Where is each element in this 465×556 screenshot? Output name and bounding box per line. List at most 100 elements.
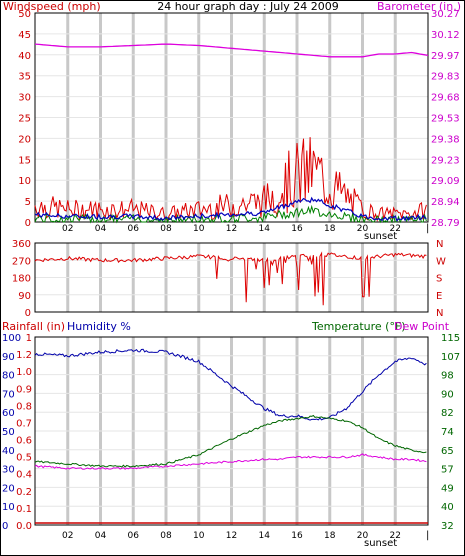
temperature-tick-label: 32 (441, 521, 454, 532)
top-right-ticks: 30.27 30.12 29.97 29.83 29.68 29.53 29.38 29.23… (431, 9, 460, 229)
windspeed-tick-label: 5 (25, 197, 31, 208)
top-x-ticks: 02 04 06 08 10 12 14 16 18 20 22 (62, 224, 401, 234)
barometer-tick-label: 28.94 (431, 197, 460, 208)
temperature-tick-label: 65 (441, 446, 454, 457)
barometer-tick-label: 29.38 (431, 134, 460, 145)
mid-plot-frame (34, 242, 429, 313)
bottom-grid (35, 337, 428, 525)
humidity-tick-label: 60 (2, 408, 15, 419)
x-tick-label: 16 (291, 224, 303, 234)
x-tick-label: 04 (95, 224, 107, 234)
rainfall-tick-label: 0.7 (16, 418, 32, 429)
x-tick-label: 02 (62, 224, 73, 234)
compass-tick-label: W (436, 256, 446, 267)
compass-tick-label: N (436, 239, 443, 250)
barometer-tick-label: 29.09 (431, 176, 460, 187)
chart-title: 24 hour graph day : July 24 2009 (157, 0, 339, 13)
barometer-tick-label: 29.97 (431, 51, 460, 62)
windspeed-tick-label: 50 (18, 9, 31, 20)
top-plot-frame (34, 12, 429, 223)
x-tick-label: 10 (193, 224, 205, 234)
x-tick-label: 18 (324, 531, 336, 541)
bottom-right-ticks: 115 107 98 90 82 74 65 57 49 40 32 (441, 333, 460, 532)
top-sunset-label: sunset (364, 231, 397, 242)
windspeed-axis-label: Windspeed (mph) (3, 0, 101, 13)
humidity-tick-label: 80 (2, 371, 15, 382)
barometer-tick-label: 29.53 (431, 114, 460, 125)
direction-tick-label: 360 (12, 239, 31, 250)
compass-tick-label: E (436, 291, 442, 302)
humidity-tick-label: 40 (2, 446, 15, 457)
humidity-tick-label: 100 (2, 333, 21, 344)
temperature-axis-label: Temperature (°F) (311, 320, 406, 333)
windspeed-tick-label: 45 (18, 30, 31, 41)
temperature-tick-label: 40 (441, 502, 454, 513)
windspeed-tick-label: 10 (18, 176, 31, 187)
rainfall-tick-label: 0.1 (16, 504, 32, 515)
humidity-tick-label: 50 (2, 427, 15, 438)
direction-tick-label: 270 (12, 256, 31, 267)
windspeed-tick-label: 25 (18, 114, 31, 125)
humidity-tick-label: 10 (2, 502, 15, 513)
humidity-axis-label: Humidity % (67, 320, 131, 333)
rainfall-tick-label: 0.9 (16, 384, 32, 395)
bottom-end-tick: | (426, 530, 429, 541)
rainfall-tick-label: 0.5 (16, 453, 32, 464)
windspeed-gust-line (34, 137, 427, 222)
top-panel: Windspeed (mph) 24 hour graph day : July… (3, 0, 461, 242)
dewpoint-axis-label: Dew Point (394, 320, 450, 333)
barometer-tick-label: 29.83 (431, 72, 460, 83)
bottom-sunset-label: sunset (364, 538, 397, 549)
barometer-axis-label: Barometer (in.) (377, 0, 461, 13)
temperature-tick-label: 90 (441, 389, 454, 400)
compass-tick-label: S (436, 274, 442, 285)
x-tick-label: 22 (390, 224, 401, 234)
rainfall-axis-label: Rainfall (in) (2, 320, 65, 333)
temperature-tick-label: 107 (441, 352, 460, 363)
x-tick-label: 12 (226, 224, 237, 234)
rainfall-tick-label: 0.4 (16, 470, 32, 481)
bottom-rain-ticks: 1 1.2 1.0 0.9 0.8 0.7 0.6 0.5 0.4 0.2 0.1 0.0 (16, 333, 32, 532)
compass-tick-label: N (436, 308, 443, 319)
x-tick-label: 06 (128, 531, 140, 541)
bottom-x-ticks: 02 04 06 08 10 12 14 16 18 20 22 (62, 531, 401, 541)
direction-tick-label: 0 (25, 308, 31, 319)
rainfall-tick-label: 0.0 (16, 521, 32, 532)
mid-left-ticks: 360 270 180 90 0 (12, 239, 31, 319)
humidity-tick-label: 90 (2, 352, 15, 363)
humidity-tick-label: 30 (2, 465, 15, 476)
rainfall-tick-label: 1.0 (16, 367, 32, 378)
x-tick-label: 18 (324, 224, 336, 234)
windspeed-tick-label: 35 (18, 72, 31, 83)
windspeed-average-line (34, 196, 427, 222)
windspeed-tick-label: 20 (18, 134, 31, 145)
x-tick-label: 22 (390, 531, 401, 541)
mid-series (34, 251, 427, 306)
temperature-tick-label: 82 (441, 408, 454, 419)
x-tick-label: 08 (160, 531, 172, 541)
x-tick-label: 10 (193, 531, 205, 541)
barometer-tick-label: 30.27 (431, 9, 460, 20)
temperature-tick-label: 115 (441, 333, 460, 344)
rainfall-tick-label: 0.2 (16, 487, 32, 498)
x-tick-label: 04 (95, 531, 107, 541)
wind-direction-line (34, 251, 427, 306)
barometer-line (34, 43, 429, 58)
rainfall-tick-label: 1.2 (16, 350, 32, 361)
x-tick-label: 08 (160, 224, 172, 234)
humidity-tick-label: 0 (2, 521, 8, 532)
temperature-tick-label: 57 (441, 465, 454, 476)
rainfall-tick-label: 0.8 (16, 401, 32, 412)
x-tick-label: 06 (128, 224, 140, 234)
temperature-tick-label: 49 (441, 483, 454, 494)
humidity-tick-label: 20 (2, 483, 15, 494)
windspeed-tick-label: 15 (18, 155, 31, 166)
rainfall-tick-label: 1 (26, 333, 32, 344)
top-series (34, 43, 429, 224)
x-tick-label: 20 (357, 224, 369, 234)
